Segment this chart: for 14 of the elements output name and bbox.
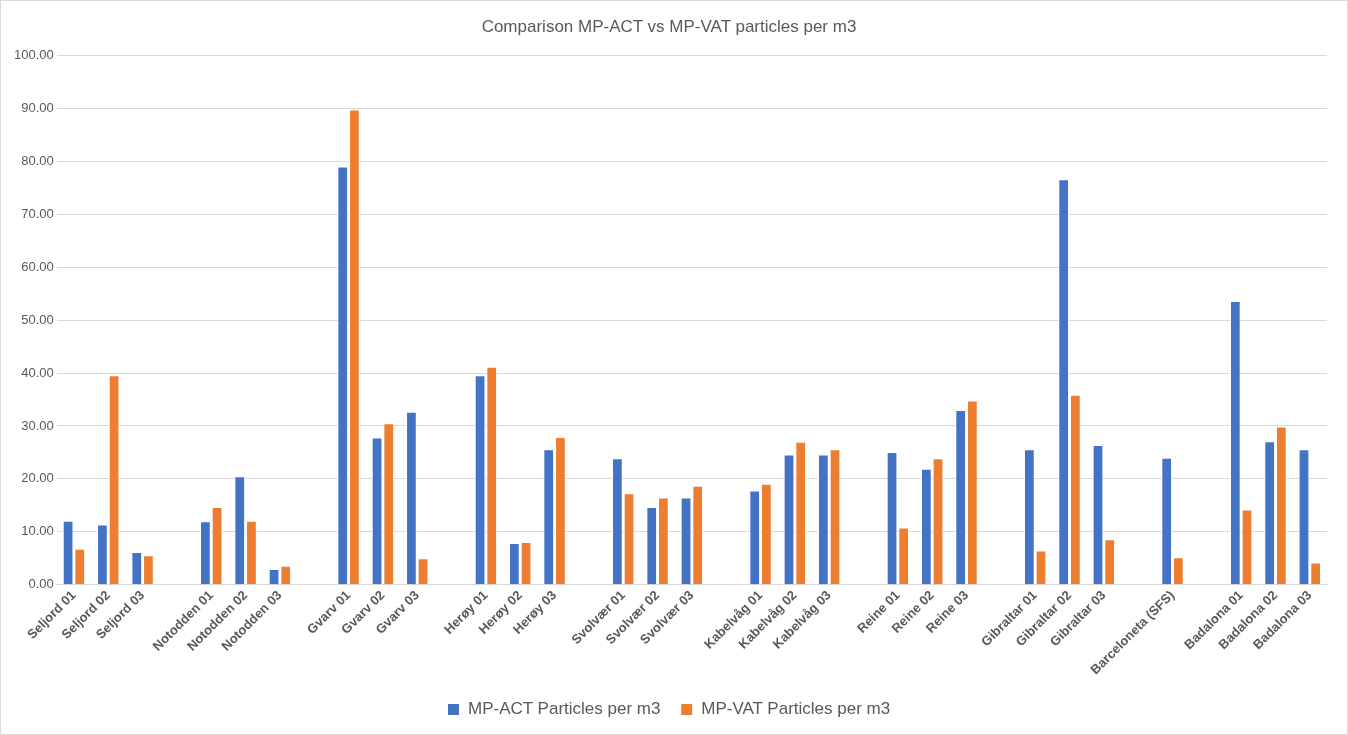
- y-tick-label: 60.00: [21, 258, 54, 274]
- y-tick-label: 70.00: [21, 205, 54, 221]
- y-tick-label: 40.00: [21, 364, 54, 380]
- y-tick-label: 80.00: [21, 152, 54, 168]
- y-tick-label: 50.00: [21, 311, 54, 327]
- chart-title: Comparison MP-ACT vs MP-VAT particles per m3: [481, 16, 857, 36]
- y-tick-label: 0.00: [28, 576, 54, 592]
- y-tick-label: 100.00: [14, 46, 54, 62]
- legend-label: MP-ACT Particles per m3: [468, 699, 661, 719]
- legend-label: MP-VAT Particles per m3: [701, 699, 891, 719]
- y-tick-label: 90.00: [21, 99, 54, 115]
- y-tick-label: 30.00: [21, 417, 54, 433]
- y-tick-label: 10.00: [21, 523, 54, 539]
- y-tick-label: 20.00: [21, 470, 54, 486]
